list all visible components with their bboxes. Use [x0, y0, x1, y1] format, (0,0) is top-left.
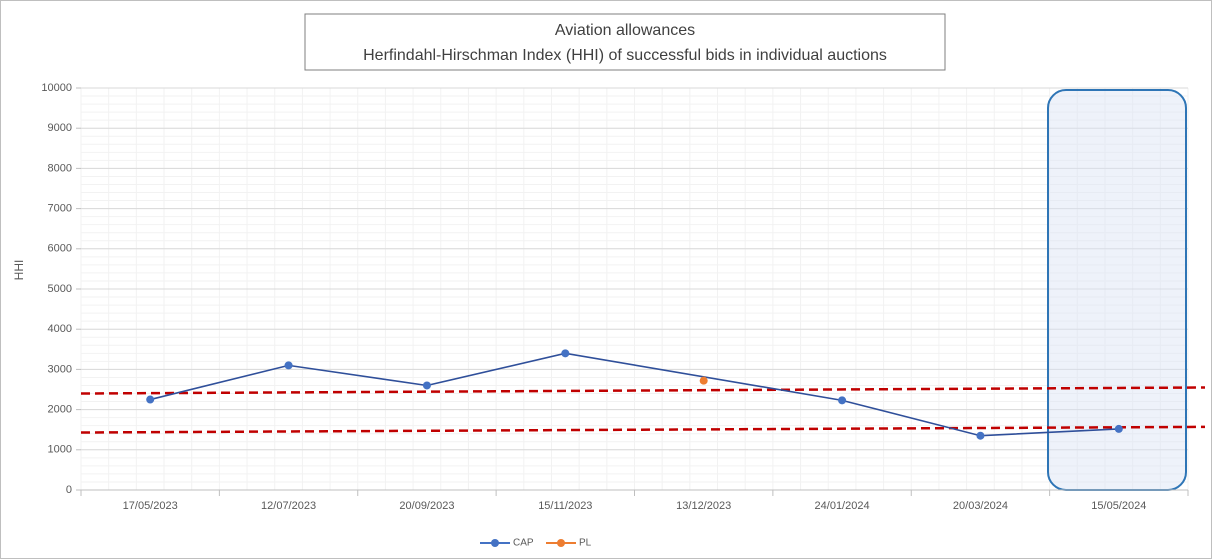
x-tick-label: 15/05/2024 [1091, 500, 1146, 512]
data-point [284, 361, 293, 370]
grid [80, 87, 1189, 491]
data-point [1114, 424, 1123, 433]
y-tick-label: 2000 [48, 404, 72, 416]
y-tick-label: 7000 [48, 203, 72, 215]
y-tick-label: 6000 [48, 243, 72, 255]
y-tick-label: 3000 [48, 363, 72, 375]
x-tick-label: 20/09/2023 [399, 500, 454, 512]
x-tick-label: 12/07/2023 [261, 500, 316, 512]
legend-marker [557, 539, 565, 547]
chart-subtitle: Herfindahl-Hirschman Index (HHI) of succ… [363, 47, 887, 64]
x-tick-label: 13/12/2023 [676, 500, 731, 512]
legend-marker [491, 539, 499, 547]
data-point [146, 395, 155, 404]
legend-label: PL [579, 538, 592, 549]
y-tick-label: 0 [66, 484, 72, 496]
data-point [699, 376, 708, 385]
data-point [561, 349, 570, 358]
data-point [838, 396, 847, 405]
data-point [422, 381, 431, 390]
y-tick-label: 5000 [48, 283, 72, 295]
y-tick-label: 9000 [48, 122, 72, 134]
y-tick-label: 4000 [48, 323, 72, 335]
trend-line [80, 425, 1206, 434]
data-point [976, 431, 985, 440]
y-axis-label: HHI [12, 260, 26, 281]
chart-title: Aviation allowances [555, 22, 695, 39]
x-tick-label: 15/11/2023 [538, 500, 592, 512]
x-tick-label: 17/05/2023 [123, 500, 178, 512]
y-tick-label: 1000 [48, 444, 72, 456]
title-box [304, 13, 946, 71]
y-tick-label: 8000 [48, 162, 72, 174]
legend-label: CAP [513, 538, 534, 549]
x-tick-label: 20/03/2024 [953, 500, 1008, 512]
trend-line [80, 386, 1206, 395]
y-tick-label: 10000 [41, 82, 72, 94]
x-tick-label: 24/01/2024 [815, 500, 870, 512]
